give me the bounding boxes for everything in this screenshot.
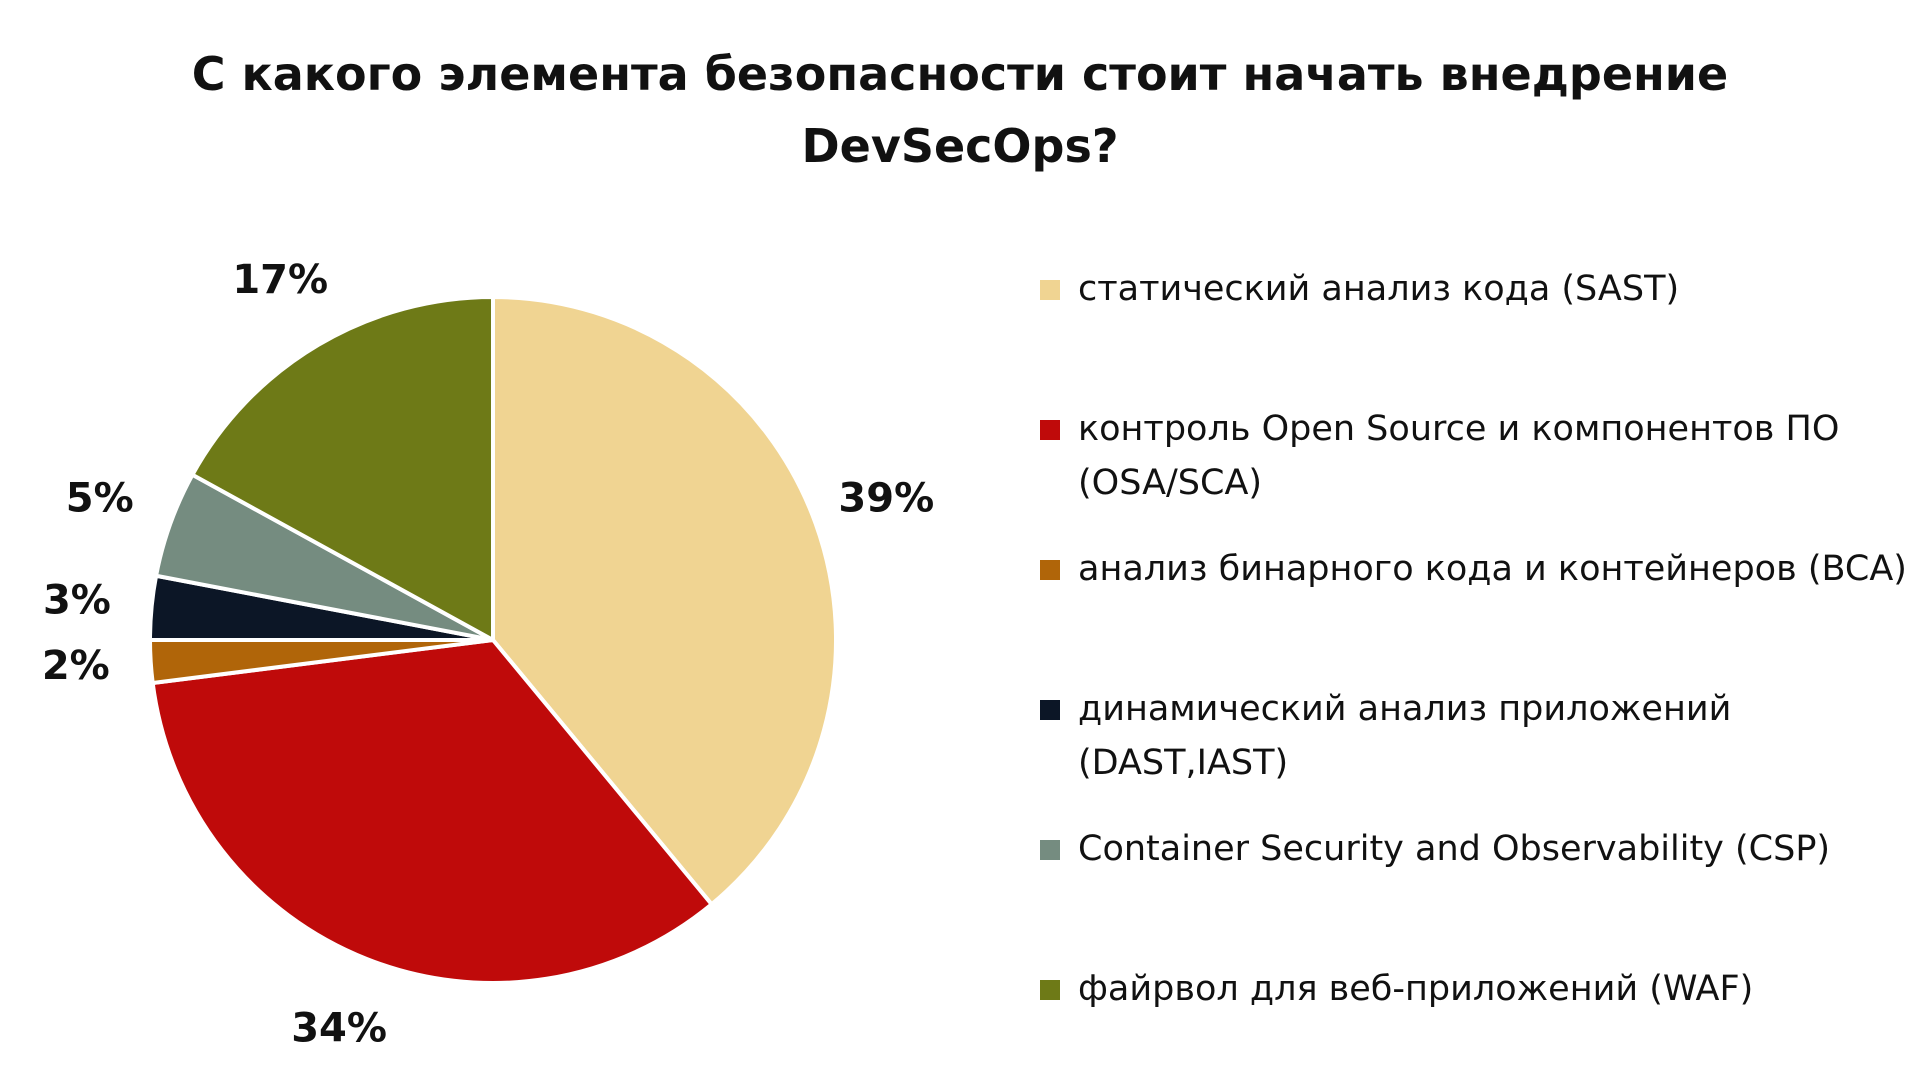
data-label-csp: 5% [66, 475, 134, 521]
legend-swatch-bca [1040, 560, 1060, 580]
data-label-dast-iast: 3% [43, 578, 111, 624]
data-label-sast: 39% [838, 475, 934, 521]
data-label-bca: 2% [42, 643, 110, 689]
legend-swatch-dast-iast [1040, 700, 1060, 720]
legend-item-bca: анализ бинарного кода и контейнеров (BCA… [1040, 528, 1910, 668]
legend-swatch-sast [1040, 280, 1060, 300]
data-label-osa-sca: 34% [291, 1006, 387, 1052]
legend-label-waf: файрвол для веб-приложений (WAF) [1078, 969, 1754, 1009]
data-label-waf: 17% [232, 257, 328, 303]
pie-slice-osa-sca [150, 638, 714, 985]
legend-item-waf: файрвол для веб-приложений (WAF) [1040, 948, 1910, 1080]
chart-legend: статический анализ кода (SAST) контроль … [1040, 248, 1910, 1080]
legend-label-bca: анализ бинарного кода и контейнеров (BCA… [1078, 549, 1907, 589]
legend-swatch-csp [1040, 840, 1060, 860]
chart-title: С какого элемента безопасности стоит нач… [0, 38, 1920, 182]
legend-label-csp: Container Security and Observability (CS… [1078, 829, 1831, 869]
chart-title-line-1: С какого элемента безопасности стоит нач… [191, 47, 1729, 101]
legend-swatch-waf [1040, 980, 1060, 1000]
legend-label-osa-sca: контроль Open Source и компонентов ПО (O… [1078, 409, 1840, 503]
legend-item-osa-sca: контроль Open Source и компонентов ПО (O… [1040, 388, 1910, 528]
legend-item-dast-iast: динамический анализ приложений (DAST,IAS… [1040, 668, 1910, 808]
legend-item-csp: Container Security and Observability (CS… [1040, 808, 1910, 948]
pie-slice-waf [190, 295, 495, 642]
legend-label-dast-iast: динамический анализ приложений (DAST,IAS… [1078, 689, 1732, 783]
legend-item-sast: статический анализ кода (SAST) [1040, 248, 1910, 388]
chart-title-line-2: DevSecOps? [801, 119, 1119, 173]
pie-slice-sast [491, 295, 838, 907]
legend-label-sast: статический анализ кода (SAST) [1078, 269, 1680, 309]
legend-swatch-osa-sca [1040, 420, 1060, 440]
